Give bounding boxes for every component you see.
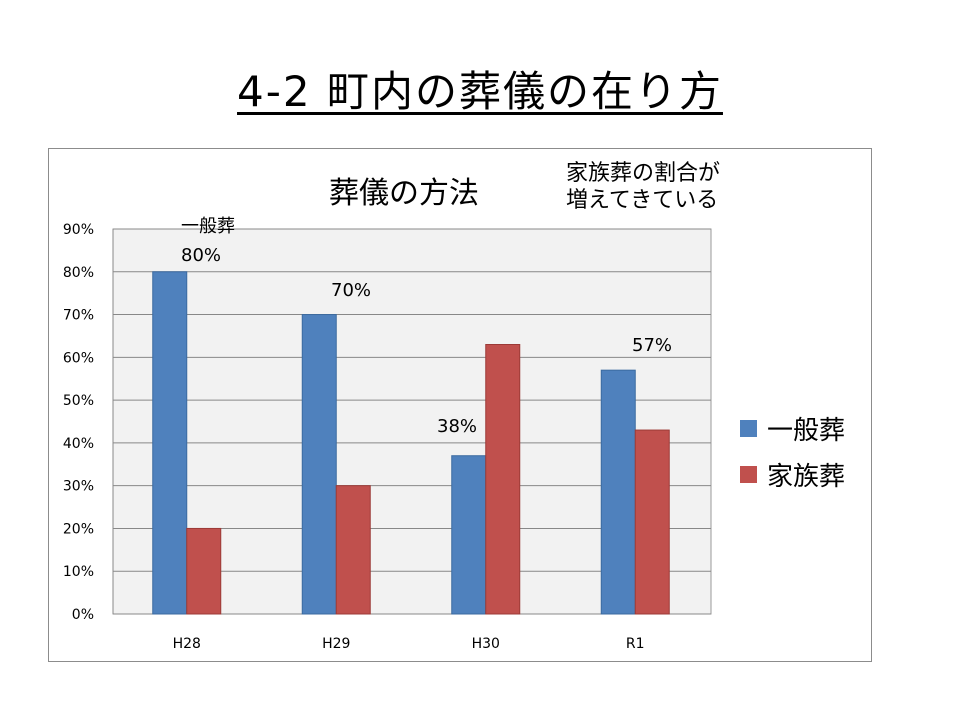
bar-kazokuso-r1 [634,429,670,615]
bar-kazokuso-h30 [485,344,521,615]
legend-label: 家族葬 [767,462,846,492]
chart-title: 葬儀の方法 [329,176,479,211]
y-tick-label: 40% [63,436,94,452]
slide-title: 4-2 町内の葬儀の在り方 [237,67,723,116]
y-tick-label: 10% [63,564,94,580]
data-label: 70% [331,280,371,301]
bar-kazokuso-h28 [186,527,222,615]
bar-kazokuso-h29 [335,485,371,615]
y-tick-label: 0% [72,607,94,623]
y-tick-label: 80% [63,265,94,281]
x-tick-label: R1 [626,636,645,652]
legend-item-kazokuso: 家族葬 [740,456,845,493]
y-tick-label: 60% [63,350,94,366]
bar-ippanso-h29 [301,314,337,615]
x-tick-label: H28 [173,636,201,652]
bar-ippanso-h28 [152,271,188,615]
data-label: 57% [632,335,672,356]
legend-item-ippanso: 一般葬 [740,410,845,447]
annotation-note: 家族葬の割合が 増えてきている [566,161,721,213]
bar-ippanso-h30 [451,455,487,615]
legend-label: 一般葬 [767,416,846,446]
data-label: 80% [181,245,221,266]
y-tick-label: 90% [63,222,94,238]
x-tick-label: H30 [472,636,500,652]
data-label: 38% [437,416,477,437]
bar-ippanso-r1 [600,369,636,615]
y-tick-label: 30% [63,479,94,495]
data-label: 一般葬 [181,216,235,237]
y-tick-label: 20% [63,521,94,537]
x-tick-label: H29 [322,636,350,652]
legend-swatch-red [740,466,757,483]
legend-swatch-blue [740,420,757,437]
y-tick-label: 70% [63,308,94,324]
y-tick-label: 50% [63,393,94,409]
